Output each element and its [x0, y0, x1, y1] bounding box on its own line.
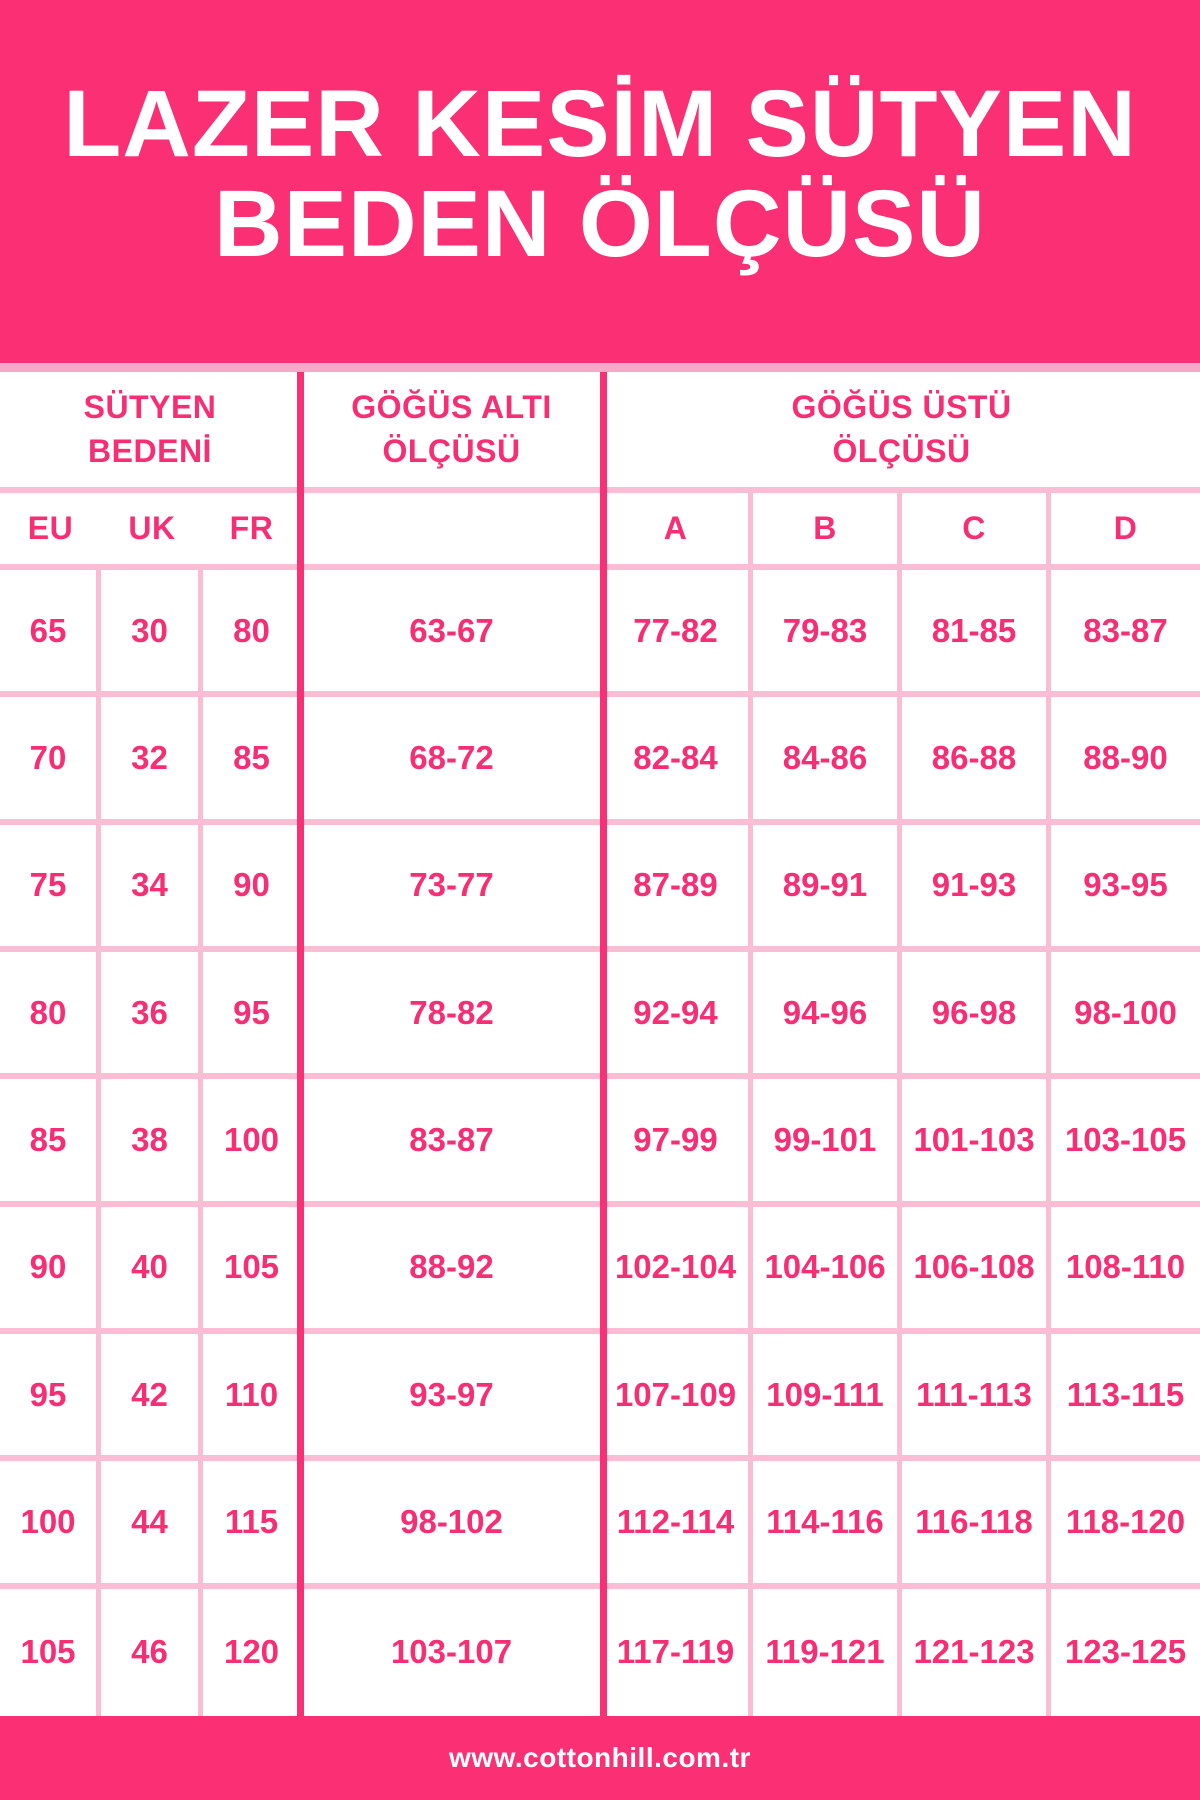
cell-fr: 115: [203, 1461, 300, 1589]
cell-eu: 95: [0, 1333, 101, 1462]
cell-cup-a: 112-114: [603, 1461, 753, 1589]
col-header-fr: FR: [203, 493, 300, 570]
cell-cup-d: 88-90: [1051, 697, 1200, 825]
cell-cup-a: 117-119: [603, 1588, 753, 1716]
cell-cup-b: 89-91: [753, 824, 902, 952]
cell-cup-c: 86-88: [902, 697, 1051, 825]
cell-fr: 120: [223, 1633, 280, 1671]
cell-cup-a: 82-84: [603, 697, 753, 825]
cell-cup-d: 118-120: [1051, 1461, 1200, 1589]
col-header-underbust-empty: [300, 493, 603, 570]
group-header-underbust: GÖĞÜS ALTI ÖLÇÜSÜ: [300, 372, 603, 493]
cell-underbust: 78-82: [300, 952, 603, 1080]
cell-uk: 36: [101, 951, 203, 1080]
cell-cup-a: 92-94: [603, 951, 753, 1080]
cell-cup-c: 81-85: [902, 570, 1051, 698]
cell-cup-c: 96-98: [902, 951, 1051, 1080]
cell-cup-c: 91-93: [902, 824, 1051, 952]
cell-cup-b: 94-96: [753, 951, 902, 1080]
cell-cup-d: 83-87: [1051, 570, 1200, 698]
table-divider-vertical: [297, 372, 304, 1716]
banner-border: [0, 363, 1200, 372]
group-header-bra-size: SÜTYEN BEDENİ: [0, 372, 300, 493]
cell-eu: 90: [0, 1206, 101, 1334]
cell-underbust: 93-97: [300, 1334, 603, 1462]
cell-underbust: 88-92: [300, 1207, 603, 1334]
cell-cup-b: 114-116: [753, 1461, 902, 1589]
col-header-cup-b: B: [753, 493, 902, 570]
cell-cup-b: 109-111: [753, 1333, 902, 1462]
cell-cup-b: 119-121: [753, 1588, 902, 1716]
cell-cup-c: 121-123: [902, 1588, 1051, 1716]
cell-cup-a: 87-89: [603, 824, 753, 952]
cell-fr: 100: [203, 1079, 300, 1207]
cell-fr: 110: [203, 1334, 300, 1462]
col-header-uk: UK: [101, 493, 203, 570]
cell-uk: 46: [101, 1588, 203, 1716]
cell-eu: 65: [0, 570, 101, 698]
footer-banner: www.cottonhill.com.tr: [0, 1716, 1200, 1800]
cell-fr: 105: [203, 1207, 300, 1334]
cell-underbust: 83-87: [300, 1079, 603, 1207]
cell-eu: 100: [0, 1461, 101, 1589]
cell-underbust: 98-102: [300, 1461, 603, 1589]
cell-cup-b: 104-106: [753, 1206, 902, 1334]
cell-cup-a: 107-109: [603, 1333, 753, 1462]
cell-uk: 30: [101, 570, 203, 698]
cell-cup-d: 113-115: [1051, 1334, 1200, 1462]
col-header-cup-a: A: [603, 493, 753, 570]
col-header-cup-c: C: [902, 493, 1051, 570]
cell-cup-a: 102-104: [603, 1206, 753, 1334]
cell-cup-c: 106-108: [902, 1206, 1051, 1334]
header-banner: LAZER KESİM SÜTYEN BEDEN ÖLÇÜSÜ: [0, 0, 1200, 363]
cell-uk: 40: [101, 1206, 203, 1334]
cell-cup-a: 77-82: [603, 570, 753, 698]
cell-eu: 80: [0, 951, 101, 1080]
cell-uk: 38: [101, 1079, 203, 1207]
website-url: www.cottonhill.com.tr: [449, 1742, 751, 1773]
cell-eu: 105: [0, 1588, 101, 1716]
cell-cup-d: 93-95: [1051, 825, 1200, 952]
cell-cup-d: 98-100: [1051, 952, 1200, 1080]
cell-uk: 34: [101, 824, 203, 952]
cell-eu: 85: [0, 1079, 101, 1207]
cell-cup-b: 99-101: [753, 1079, 902, 1207]
cell-underbust: 63-67: [300, 570, 603, 698]
cell-fr: 90: [203, 825, 300, 952]
cell-uk: 32: [101, 697, 203, 825]
cell-cup-d: 103-105: [1051, 1079, 1200, 1207]
cell-underbust: 73-77: [300, 825, 603, 952]
cell-underbust: 103-107: [390, 1633, 513, 1671]
size-chart-table: SÜTYEN BEDENİ GÖĞÜS ALTI ÖLÇÜSÜ GÖĞÜS ÜS…: [0, 372, 1200, 1716]
cell-cup-d: 108-110: [1051, 1207, 1200, 1334]
cell-cup-d: 123-125: [1064, 1633, 1187, 1671]
group-header-overbust: GÖĞÜS ÜSTÜ ÖLÇÜSÜ: [603, 372, 1200, 493]
cell-fr: 80: [203, 570, 300, 698]
col-header-cup-d: D: [1051, 493, 1200, 570]
cell-cup-c: 111-113: [902, 1333, 1051, 1462]
cell-fr: 85: [203, 697, 300, 825]
cell-underbust: 68-72: [300, 697, 603, 825]
cell-cup-a: 97-99: [603, 1079, 753, 1207]
page-title: LAZER KESİM SÜTYEN BEDEN ÖLÇÜSÜ: [63, 70, 1137, 277]
cell-uk: 42: [101, 1333, 203, 1462]
cell-eu: 70: [0, 697, 101, 825]
table-divider-vertical: [600, 372, 607, 1716]
cell-cup-b: 79-83: [753, 570, 902, 698]
cell-eu: 75: [0, 824, 101, 952]
cell-fr: 95: [203, 952, 300, 1080]
cell-cup-b: 84-86: [753, 697, 902, 825]
cell-uk: 44: [101, 1461, 203, 1589]
col-header-eu: EU: [0, 493, 101, 570]
table-grid: SÜTYEN BEDENİ GÖĞÜS ALTI ÖLÇÜSÜ GÖĞÜS ÜS…: [0, 372, 1200, 1716]
cell-cup-c: 116-118: [902, 1461, 1051, 1589]
cell-cup-c: 101-103: [902, 1079, 1051, 1207]
